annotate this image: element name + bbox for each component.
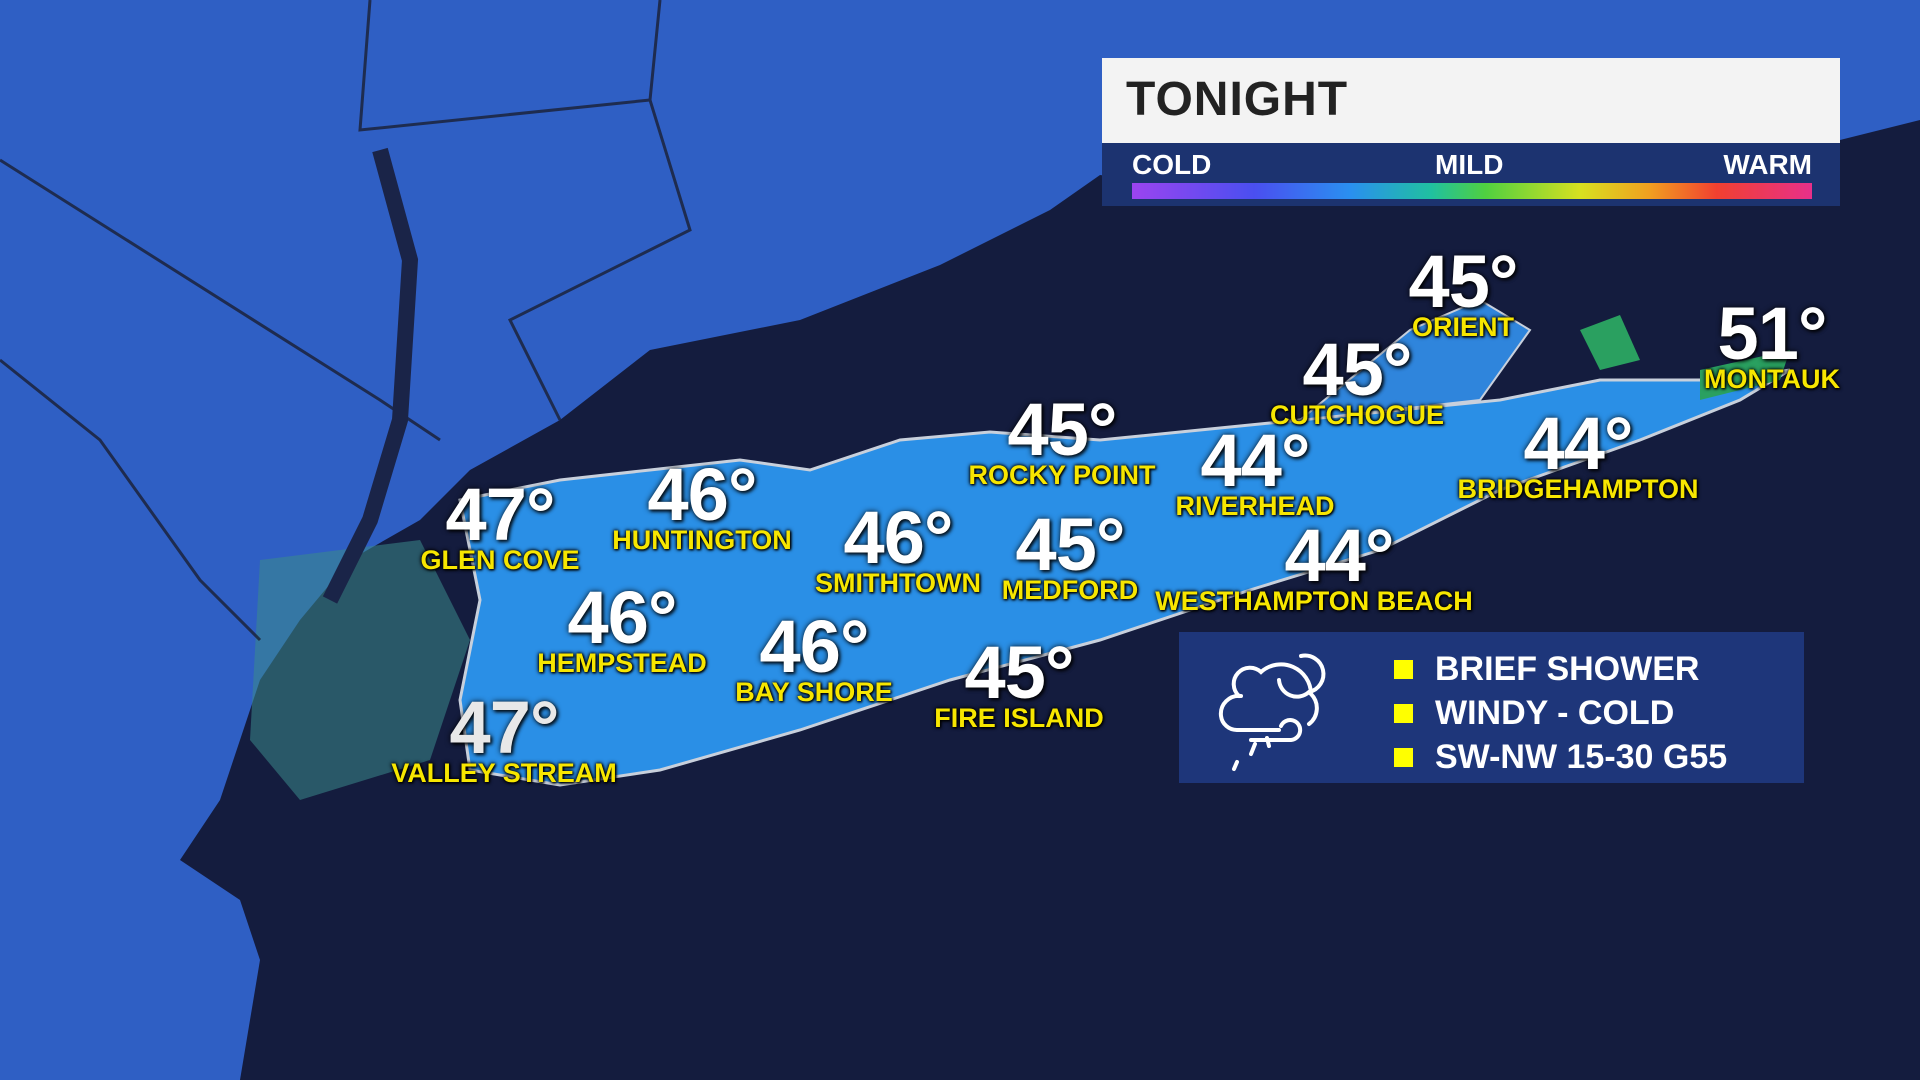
city-bay-shore: 46° BAY SHORE xyxy=(735,605,893,707)
city-name: MEDFORD xyxy=(1001,575,1139,605)
city-name: BRIDGEHAMPTON xyxy=(1457,474,1699,504)
bullet-icon xyxy=(1394,660,1413,679)
temperature: 45° xyxy=(1015,503,1126,586)
city-name: RIVERHEAD xyxy=(1175,491,1335,521)
temperature: 45° xyxy=(1302,328,1413,411)
legend-item: WINDY - COLD xyxy=(1394,694,1674,733)
temperature-scale: COLD MILD WARM xyxy=(1102,143,1840,206)
bullet-icon xyxy=(1394,748,1413,767)
temperature: 45° xyxy=(1408,240,1519,323)
city-name: WESTHAMPTON BEACH xyxy=(1155,586,1473,616)
city-name: BAY SHORE xyxy=(735,677,893,707)
city-montauk: 51° MONTAUK xyxy=(1704,292,1840,394)
city-name: CUTCHOGUE xyxy=(1270,400,1444,430)
city-bridgehampton: 44° BRIDGEHAMPTON xyxy=(1457,402,1699,504)
scale-cold-label: COLD xyxy=(1132,149,1212,180)
city-smithtown: 46° SMITHTOWN xyxy=(815,496,981,598)
city-westhampton-beach: 44° WESTHAMPTON BEACH xyxy=(1155,514,1473,616)
city-hempstead: 46° HEMPSTEAD xyxy=(537,576,707,678)
temperature: 47° xyxy=(445,473,556,556)
title-bar: TONIGHT xyxy=(1102,58,1840,143)
city-name: FIRE ISLAND xyxy=(934,703,1104,733)
city-name: ROCKY POINT xyxy=(968,460,1156,490)
city-cutchogue: 45° CUTCHOGUE xyxy=(1270,328,1444,430)
conditions-legend: BRIEF SHOWER WINDY - COLD SW-NW 15-30 G5… xyxy=(1179,632,1804,783)
city-valley-stream: 47° VALLEY STREAM xyxy=(391,686,617,788)
temperature: 45° xyxy=(964,631,1075,714)
temperature: 44° xyxy=(1523,402,1634,485)
city-name: VALLEY STREAM xyxy=(391,758,617,788)
city-name: ORIENT xyxy=(1411,312,1514,342)
city-orient: 45° ORIENT xyxy=(1408,240,1519,342)
city-name: HEMPSTEAD xyxy=(537,648,707,678)
legend-text: SW-NW 15-30 G55 xyxy=(1435,738,1728,776)
temperature: 44° xyxy=(1200,419,1311,502)
city-name: GLEN COVE xyxy=(420,545,580,575)
legend-text: WINDY - COLD xyxy=(1435,694,1675,732)
temperature: 46° xyxy=(567,576,678,659)
scale-warm-label: WARM xyxy=(1723,149,1812,180)
night-cloud-shower-wind-icon xyxy=(1218,653,1326,771)
legend-text: BRIEF SHOWER xyxy=(1435,650,1700,688)
temperature: 51° xyxy=(1717,292,1828,375)
temperature: 45° xyxy=(1007,388,1118,471)
city-name: HUNTINGTON xyxy=(612,525,792,555)
legend-item: SW-NW 15-30 G55 xyxy=(1394,738,1727,777)
city-name: SMITHTOWN xyxy=(815,568,981,598)
city-rocky-point: 45° ROCKY POINT xyxy=(968,388,1156,490)
scale-gradient-bar xyxy=(1132,183,1812,199)
temperature: 44° xyxy=(1284,514,1395,597)
temperature: 47° xyxy=(449,686,560,769)
city-fire-island: 45° FIRE ISLAND xyxy=(934,631,1104,733)
city-name: MONTAUK xyxy=(1704,364,1840,394)
city-riverhead: 44° RIVERHEAD xyxy=(1175,419,1335,521)
bullet-icon xyxy=(1394,704,1413,723)
legend-item: BRIEF SHOWER xyxy=(1394,650,1699,689)
temperature: 46° xyxy=(759,605,870,688)
temperature: 46° xyxy=(647,453,758,536)
temperature: 46° xyxy=(843,496,954,579)
title: TONIGHT xyxy=(1126,73,1349,126)
city-glen-cove: 47° GLEN COVE xyxy=(420,473,580,575)
city-medford: 45° MEDFORD xyxy=(1001,503,1139,605)
scale-mild-label: MILD xyxy=(1435,149,1504,180)
city-huntington: 46° HUNTINGTON xyxy=(612,453,792,555)
